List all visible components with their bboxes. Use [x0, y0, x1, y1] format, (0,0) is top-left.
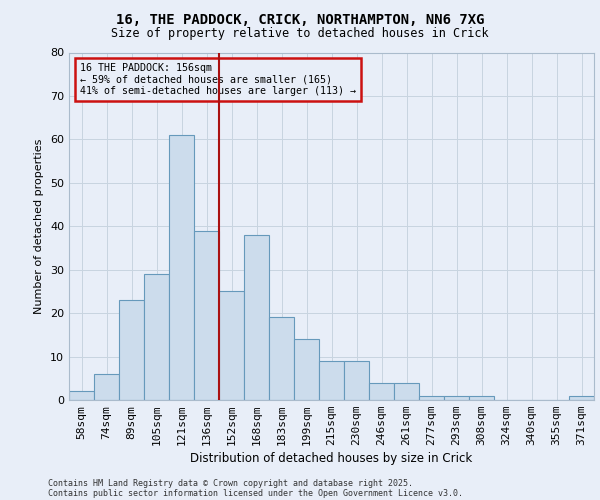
Bar — [69, 392, 94, 400]
Bar — [369, 382, 394, 400]
Bar — [244, 235, 269, 400]
Bar — [469, 396, 494, 400]
Text: Contains HM Land Registry data © Crown copyright and database right 2025.: Contains HM Land Registry data © Crown c… — [48, 478, 413, 488]
Bar — [394, 382, 419, 400]
Text: Size of property relative to detached houses in Crick: Size of property relative to detached ho… — [111, 28, 489, 40]
Bar — [319, 361, 344, 400]
Bar — [169, 135, 194, 400]
Text: Contains public sector information licensed under the Open Government Licence v3: Contains public sector information licen… — [48, 488, 463, 498]
X-axis label: Distribution of detached houses by size in Crick: Distribution of detached houses by size … — [190, 452, 473, 466]
Bar — [194, 230, 219, 400]
Bar — [94, 374, 119, 400]
Bar — [219, 292, 244, 400]
Bar — [444, 396, 469, 400]
Bar — [419, 396, 444, 400]
Bar — [144, 274, 169, 400]
Bar — [269, 318, 294, 400]
Y-axis label: Number of detached properties: Number of detached properties — [34, 138, 44, 314]
Bar — [119, 300, 144, 400]
Bar — [294, 339, 319, 400]
Text: 16 THE PADDOCK: 156sqm
← 59% of detached houses are smaller (165)
41% of semi-de: 16 THE PADDOCK: 156sqm ← 59% of detached… — [79, 63, 355, 96]
Bar — [344, 361, 369, 400]
Text: 16, THE PADDOCK, CRICK, NORTHAMPTON, NN6 7XG: 16, THE PADDOCK, CRICK, NORTHAMPTON, NN6… — [116, 12, 484, 26]
Bar — [569, 396, 594, 400]
